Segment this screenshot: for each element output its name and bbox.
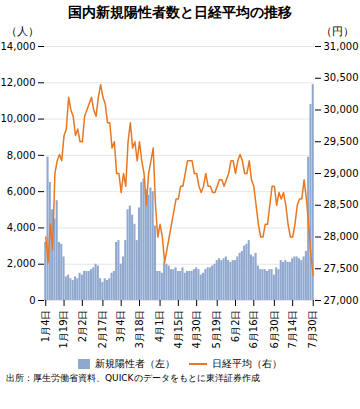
svg-text:7月30日: 7月30日 <box>307 310 318 349</box>
svg-text:14,000: 14,000 <box>1 41 36 52</box>
svg-text:5月19日: 5月19日 <box>211 310 222 349</box>
svg-text:8,000: 8,000 <box>7 150 36 161</box>
svg-text:28,000: 28,000 <box>324 231 359 242</box>
html-text:新規陽性者（左）: 新規陽性者（左） <box>95 358 175 369</box>
svg-text:28,500: 28,500 <box>324 199 359 210</box>
svg-text:6月30日: 6月30日 <box>269 310 280 349</box>
html-text:（円）: （円） <box>321 25 354 38</box>
html-text:国内新規陽性者数と日経平均の推移: 国内新規陽性者数と日経平均の推移 <box>68 4 292 20</box>
svg-text:3月4日: 3月4日 <box>115 310 126 343</box>
svg-text:30,500: 30,500 <box>324 72 359 83</box>
svg-text:27,500: 27,500 <box>324 263 359 274</box>
svg-text:6月2日: 6月2日 <box>230 310 241 343</box>
svg-text:31,000: 31,000 <box>324 41 359 52</box>
svg-text:4月1日: 4月1日 <box>154 310 165 343</box>
svg-text:3月18日: 3月18日 <box>134 310 145 349</box>
svg-text:2,000: 2,000 <box>7 258 36 269</box>
svg-text:4月15日: 4月15日 <box>173 310 184 349</box>
svg-text:10,000: 10,000 <box>1 113 36 124</box>
svg-text:29,000: 29,000 <box>324 168 359 179</box>
html-text:出所：厚生労働省資料、QUICKのデータをもとに東洋証券作成: 出所：厚生労働省資料、QUICKのデータをもとに東洋証券作成 <box>6 373 260 383</box>
svg-text:1月4日: 1月4日 <box>40 310 51 343</box>
svg-text:29,500: 29,500 <box>324 136 359 147</box>
svg-text:1月19日: 1月19日 <box>58 310 69 349</box>
svg-text:2月2日: 2月2日 <box>77 310 88 343</box>
svg-text:4,000: 4,000 <box>7 222 36 233</box>
svg-text:0: 0 <box>29 295 35 306</box>
svg-text:2月17日: 2月17日 <box>97 310 108 349</box>
html-text:日経平均（右）: 日経平均（右） <box>212 358 282 369</box>
svg-text:7月14日: 7月14日 <box>287 310 298 349</box>
svg-text:6月16日: 6月16日 <box>248 310 259 349</box>
html-text:（人）: （人） <box>6 25 39 38</box>
svg-text:27,000: 27,000 <box>324 295 359 306</box>
svg-text:6,000: 6,000 <box>7 186 36 197</box>
svg-text:30,000: 30,000 <box>324 104 359 115</box>
svg-text:12,000: 12,000 <box>1 77 36 88</box>
svg-text:4月30日: 4月30日 <box>191 310 202 349</box>
